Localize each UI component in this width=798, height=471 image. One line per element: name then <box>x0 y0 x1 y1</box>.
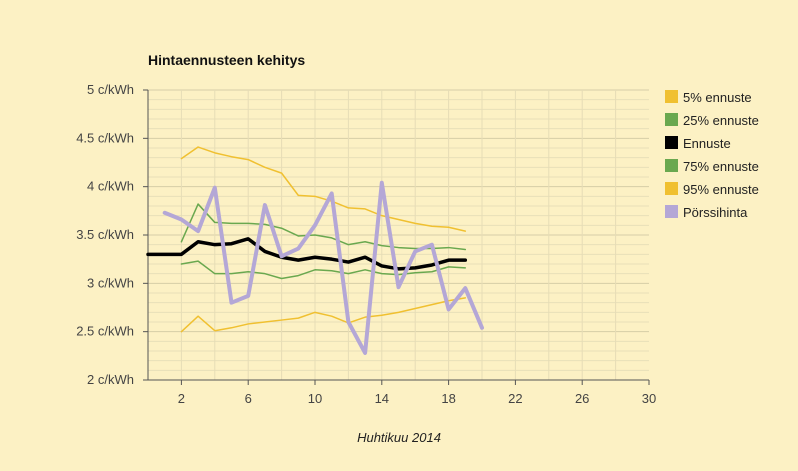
legend-label-1: 25% ennuste <box>683 113 759 128</box>
series-line-4 <box>180 297 467 333</box>
x-tick-label: 22 <box>508 391 522 406</box>
x-tick-label: 14 <box>375 391 389 406</box>
y-tick-label: 3.5 c/kWh <box>76 227 134 242</box>
x-tick-label: 26 <box>575 391 589 406</box>
series-line-2 <box>146 237 468 271</box>
y-tick-label: 3 c/kWh <box>87 275 134 290</box>
chart-title: Hintaennusteen kehitys <box>148 52 305 68</box>
legend: 5% ennuste 25% ennuste Ennuste 75% ennuste 9… <box>665 90 759 220</box>
legend-swatch-2 <box>665 136 678 149</box>
y-tick-label: 2.5 c/kWh <box>76 324 134 339</box>
series-lines <box>146 146 484 355</box>
series-line-0 <box>180 146 467 232</box>
legend-label-3: 75% ennuste <box>683 159 759 174</box>
x-tick-label: 2 <box>178 391 185 406</box>
x-tick-label: 30 <box>642 391 656 406</box>
y-axis: 2 c/kWh 2.5 c/kWh 3 c/kWh 3.5 c/kWh 4 c/kWh 4… <box>76 82 148 387</box>
legend-swatch-4 <box>665 182 678 195</box>
x-tick-label: 6 <box>245 391 252 406</box>
legend-label-5: Pörssihinta <box>683 205 748 220</box>
legend-label-4: 95% ennuste <box>683 182 759 197</box>
x-axis-label: Huhtikuu 2014 <box>357 430 441 445</box>
legend-swatch-1 <box>665 113 678 126</box>
x-axis: 2 6 10 14 18 22 26 30 <box>178 380 656 406</box>
legend-swatch-0 <box>665 90 678 103</box>
legend-label-0: 5% ennuste <box>683 90 752 105</box>
legend-swatch-3 <box>665 159 678 172</box>
y-tick-label: 5 c/kWh <box>87 82 134 97</box>
y-tick-label: 4 c/kWh <box>87 179 134 194</box>
x-tick-label: 10 <box>308 391 322 406</box>
legend-label-2: Ennuste <box>683 136 731 151</box>
y-tick-label: 2 c/kWh <box>87 372 134 387</box>
legend-swatch-5 <box>665 205 678 218</box>
x-tick-label: 18 <box>441 391 455 406</box>
y-tick-label: 4.5 c/kWh <box>76 130 134 145</box>
series-line-5 <box>162 180 484 355</box>
